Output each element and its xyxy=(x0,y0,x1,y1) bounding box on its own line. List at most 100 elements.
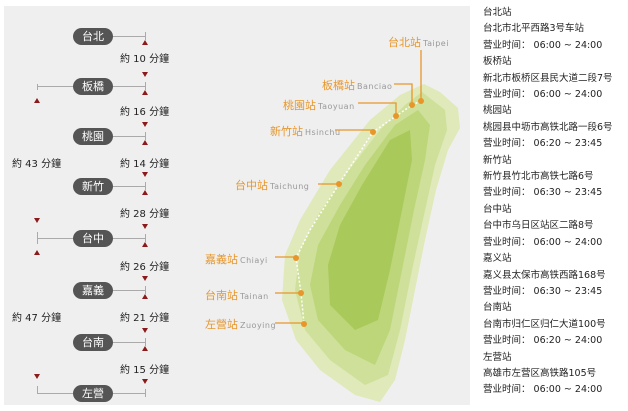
bracket-line xyxy=(37,86,73,87)
segment-time: 約 14 分鐘 xyxy=(120,159,170,170)
station-pill: 新竹 xyxy=(73,178,113,195)
bracket-tick xyxy=(37,386,38,393)
map-station-en: Taipei xyxy=(423,39,449,48)
map-station-en: Taoyuan xyxy=(318,102,355,111)
station-pill: 左營 xyxy=(73,385,113,402)
info-hours: 营业时间： 06:00 ~ 24:00 xyxy=(483,384,603,396)
connector-line xyxy=(113,136,145,137)
station-info-list: 台北站台北市北平西路3号车站营业时间： 06:00 ~ 24:00 板桥站新北市板… xyxy=(483,5,613,399)
segment-time: 約 15 分鐘 xyxy=(120,365,170,376)
connector-line xyxy=(113,238,145,239)
bracket-tick xyxy=(37,232,38,244)
info-address: 高雄市左营区高铁路105号 xyxy=(483,367,597,379)
station-pill: 板橋 xyxy=(73,78,113,95)
map-station-label: 台南站 Tainan xyxy=(205,289,269,302)
arrow-up-icon xyxy=(142,90,148,95)
arrow-down-icon xyxy=(34,218,40,223)
info-station-name: 嘉义站 xyxy=(483,253,512,265)
info-hours: 营业时间： 06:00 ~ 24:00 xyxy=(483,236,603,248)
segment-time: 約 10 分鐘 xyxy=(120,54,170,65)
arrow-up-icon xyxy=(142,190,148,195)
info-station-name: 左营站 xyxy=(483,351,512,363)
rail-line xyxy=(295,100,422,325)
leader-line xyxy=(358,102,397,116)
segment-time: 約 21 分鐘 xyxy=(120,313,170,324)
map-station-label: 台北站 Taipei xyxy=(388,36,449,49)
tick-line xyxy=(145,286,146,294)
map-station-label: 桃園站 Taoyuan xyxy=(283,99,355,112)
connector-line xyxy=(113,186,145,187)
arrow-up-icon xyxy=(142,140,148,145)
info-station-name: 桃园站 xyxy=(483,105,512,117)
arrow-down-icon xyxy=(142,122,148,127)
connector-line xyxy=(113,342,145,343)
tick-line xyxy=(145,338,146,346)
info-hours: 营业时间： 06:00 ~ 24:00 xyxy=(483,89,603,101)
station-dot xyxy=(336,181,342,187)
map-station-label: 台中站 Taichung xyxy=(235,179,310,192)
arrow-down-icon xyxy=(142,276,148,281)
arrow-down-icon xyxy=(142,172,148,177)
station-dot xyxy=(418,98,424,104)
station-dot xyxy=(370,129,376,135)
station-dot xyxy=(409,102,415,108)
map-station-label: 新竹站 Hsinchu xyxy=(270,125,341,138)
segment-time: 約 26 分鐘 xyxy=(120,262,170,273)
arrow-down-icon xyxy=(142,224,148,229)
info-address: 台中市乌日区站区二路8号 xyxy=(483,220,594,232)
segment-time: 約 16 分鐘 xyxy=(120,107,170,118)
arrow-up-icon xyxy=(142,40,148,45)
info-address: 台南市归仁区归仁大道100号 xyxy=(483,318,606,330)
info-address: 嘉义县太保市高铁西路168号 xyxy=(483,269,606,281)
station-dot xyxy=(298,290,304,296)
info-station-name: 台中站 xyxy=(483,203,512,215)
arrow-down-icon xyxy=(142,379,148,384)
arrow-up-icon xyxy=(142,346,148,351)
connector-line xyxy=(113,36,145,37)
map-station-en: Hsinchu xyxy=(305,128,341,137)
tick-line xyxy=(145,132,146,140)
arrow-up-icon xyxy=(142,242,148,247)
long-time: 約 43 分鐘 xyxy=(12,159,62,170)
info-hours: 营业时间： 06:30 ~ 23:45 xyxy=(483,285,603,297)
arrow-up-icon xyxy=(142,294,148,299)
info-hours: 营业时间： 06:00 ~ 24:00 xyxy=(483,39,603,51)
tick-line xyxy=(145,234,146,242)
map-station-en: Banciao xyxy=(357,82,393,91)
info-hours: 营业时间： 06:20 ~ 24:00 xyxy=(483,335,603,347)
map-station-en: Tainan xyxy=(240,292,269,301)
connector-line xyxy=(113,86,145,87)
info-address: 桃园县中坜市高铁北路一段6号 xyxy=(483,121,613,133)
arrow-down-icon xyxy=(34,374,40,379)
long-time: 約 47 分鐘 xyxy=(12,313,62,324)
station-pill: 台北 xyxy=(73,28,113,45)
station-pill: 台中 xyxy=(73,230,113,247)
map-station-en: Taichung xyxy=(270,182,310,191)
station-dot xyxy=(293,255,299,261)
bracket-tick xyxy=(37,84,38,90)
info-address: 台北市北平西路3号车站 xyxy=(483,23,585,35)
info-hours: 营业时间： 06:20 ~ 23:45 xyxy=(483,138,603,150)
arrow-down-icon xyxy=(142,328,148,333)
map-station-en: Chiayi xyxy=(240,256,268,265)
map-station-label: 嘉義站 Chiayi xyxy=(205,253,268,266)
segment-time: 約 28 分鐘 xyxy=(120,209,170,220)
station-pill: 桃園 xyxy=(73,128,113,145)
info-station-name: 台北站 xyxy=(483,7,512,18)
info-address: 新北市板桥区县民大道二段7号 xyxy=(483,72,613,84)
info-station-name: 新竹站 xyxy=(483,154,512,166)
arrow-up-icon xyxy=(34,98,40,103)
info-address: 新竹县竹北市高铁七路6号 xyxy=(483,171,594,183)
map-station-label: 板橋站 Banciao xyxy=(322,79,393,92)
bracket-line xyxy=(37,393,73,394)
arrow-down-icon xyxy=(142,72,148,77)
leader-line xyxy=(394,83,413,105)
station-dot xyxy=(301,321,307,327)
island-layer-4 xyxy=(328,130,412,330)
info-station-name: 板桥站 xyxy=(483,56,512,68)
tick-line xyxy=(145,82,146,90)
info-station-name: 台南站 xyxy=(483,302,512,314)
tick-line xyxy=(145,389,146,397)
map-station-en: Zuoying xyxy=(240,321,277,330)
